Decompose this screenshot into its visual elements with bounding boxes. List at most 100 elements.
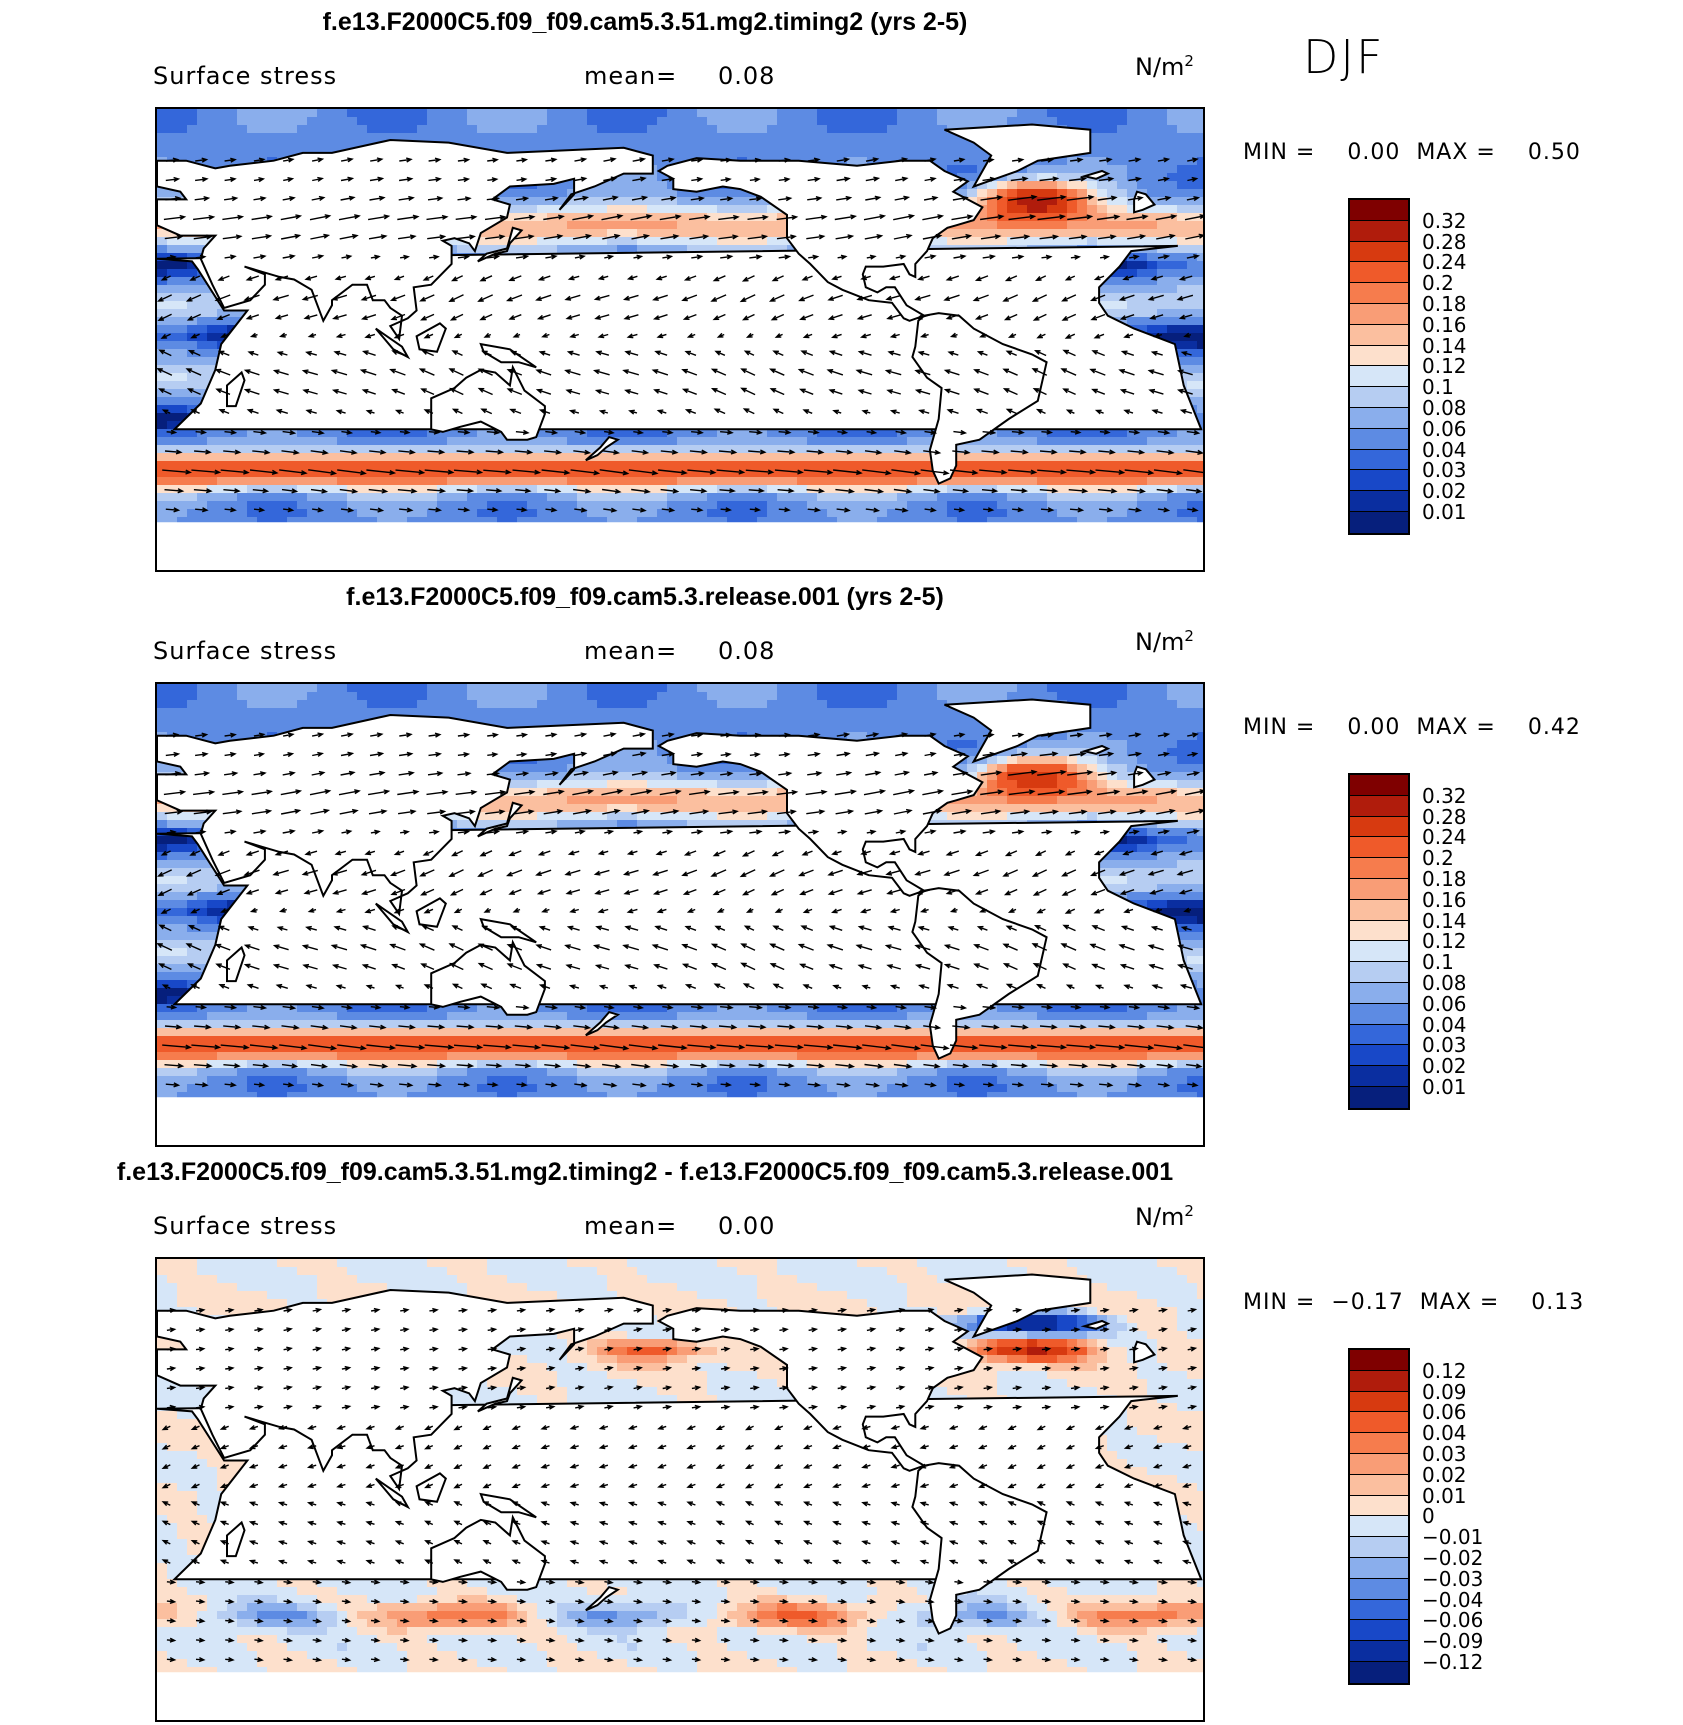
colorbar bbox=[1348, 1348, 1410, 1685]
coastline-madagascar bbox=[226, 370, 246, 408]
stress-vectors bbox=[157, 157, 1203, 513]
colorbar-swatch bbox=[1350, 1641, 1408, 1662]
colorbar-swatch bbox=[1350, 816, 1408, 838]
colorbar-swatch bbox=[1350, 1066, 1408, 1087]
colorbar-swatch bbox=[1350, 345, 1408, 367]
map-plot bbox=[155, 682, 1205, 1147]
min-value: 0.00 bbox=[1347, 140, 1400, 165]
panel-2: f.e13.F2000C5.f09_f09.cam5.3.release.001… bbox=[0, 575, 1683, 1150]
coastline-southamerica bbox=[911, 1462, 1048, 1635]
colorbar-label: −0.04 bbox=[1422, 1590, 1483, 1610]
panel-title: f.e13.F2000C5.f09_f09.cam5.3.51.mg2.timi… bbox=[0, 1158, 1290, 1187]
colorbar-label: 0.02 bbox=[1422, 1056, 1467, 1076]
colorbar-label: −0.02 bbox=[1422, 1548, 1483, 1568]
colorbar-swatch bbox=[1350, 899, 1408, 921]
coastline-iceland bbox=[1080, 744, 1111, 755]
colorbar-label: 0.24 bbox=[1422, 252, 1467, 272]
colorbar-swatch bbox=[1350, 1433, 1408, 1454]
coastline-antarctica bbox=[157, 522, 1203, 570]
map-canvas bbox=[157, 684, 1203, 1145]
colorbar-label: 0.03 bbox=[1422, 460, 1467, 480]
mean-value: 0.08 bbox=[718, 637, 775, 665]
colorbar-label: 0.18 bbox=[1422, 869, 1467, 889]
colorbar-label: 0.28 bbox=[1422, 232, 1467, 252]
map-plot bbox=[155, 107, 1205, 572]
colorbar-swatch bbox=[1350, 428, 1408, 450]
colorbar-swatch bbox=[1350, 795, 1408, 817]
colorbar-label: 0.04 bbox=[1422, 1423, 1467, 1443]
colorbar-label: 0.02 bbox=[1422, 1465, 1467, 1485]
coastline-antarctica bbox=[157, 1097, 1203, 1145]
colorbar-swatch bbox=[1350, 1003, 1408, 1025]
units-label: N/m2 bbox=[1135, 627, 1194, 656]
colorbar-swatch bbox=[1350, 1045, 1408, 1067]
colorbar-swatch bbox=[1350, 366, 1408, 388]
colorbar-swatch bbox=[1350, 1024, 1408, 1046]
colorbar-swatch bbox=[1350, 858, 1408, 879]
panel-title: f.e13.F2000C5.f09_f09.cam5.3.release.001… bbox=[0, 583, 1290, 612]
min-label: MIN = bbox=[1243, 715, 1315, 740]
colorbar-label: 0.16 bbox=[1422, 315, 1467, 335]
colorbar-swatch bbox=[1350, 324, 1408, 346]
colorbar-label: 0.2 bbox=[1422, 273, 1454, 293]
units-label: N/m2 bbox=[1135, 1202, 1194, 1231]
coastline-greenland bbox=[944, 1273, 1092, 1339]
colorbar-label: −0.01 bbox=[1422, 1527, 1483, 1547]
mean-label: mean= bbox=[584, 62, 677, 90]
colorbar-swatch bbox=[1350, 837, 1408, 859]
land-masses bbox=[157, 123, 1203, 570]
max-value: 0.50 bbox=[1528, 140, 1581, 165]
colorbar-label: 0.32 bbox=[1422, 211, 1467, 231]
coastline-nz bbox=[585, 435, 621, 462]
colorbar-swatch bbox=[1350, 283, 1408, 304]
colorbar-label: 0.09 bbox=[1422, 1382, 1467, 1402]
variable-label: Surface stress bbox=[153, 637, 337, 665]
max-value: 0.13 bbox=[1531, 1290, 1584, 1315]
stress-vectors bbox=[161, 1307, 1198, 1663]
min-value: 0.00 bbox=[1347, 715, 1400, 740]
coastline-borneo bbox=[415, 897, 447, 928]
colorbar-swatch bbox=[1350, 1620, 1408, 1642]
season-label: DJF bbox=[1303, 30, 1384, 84]
mean-value: 0.08 bbox=[718, 62, 775, 90]
colorbar-label: 0.14 bbox=[1422, 336, 1467, 356]
colorbar-label: 0.12 bbox=[1422, 1361, 1467, 1381]
coastline-madagascar bbox=[226, 945, 246, 983]
mean-label: mean= bbox=[584, 637, 677, 665]
colorbar-label: 0.03 bbox=[1422, 1444, 1467, 1464]
coastline-iceland bbox=[1080, 1319, 1111, 1330]
colorbar-label: 0.04 bbox=[1422, 1015, 1467, 1035]
map-plot bbox=[155, 1257, 1205, 1722]
panel-title: f.e13.F2000C5.f09_f09.cam5.3.51.mg2.timi… bbox=[0, 8, 1290, 37]
colorbar-swatch bbox=[1350, 982, 1408, 1004]
colorbar-label: −0.06 bbox=[1422, 1610, 1483, 1630]
units-label: N/m2 bbox=[1135, 52, 1194, 81]
map-canvas bbox=[157, 109, 1203, 570]
colorbar-label: 0.2 bbox=[1422, 848, 1454, 868]
max-value: 0.42 bbox=[1528, 715, 1581, 740]
colorbar-swatch bbox=[1350, 920, 1408, 942]
colorbar-swatch bbox=[1350, 775, 1408, 796]
colorbar-label: 0.24 bbox=[1422, 827, 1467, 847]
colorbar-swatch bbox=[1350, 1391, 1408, 1413]
map-canvas bbox=[157, 1259, 1203, 1720]
variable-label: Surface stress bbox=[153, 62, 337, 90]
coastline-greenland bbox=[944, 123, 1092, 189]
colorbar-swatch bbox=[1350, 241, 1408, 263]
colorbar-swatch bbox=[1350, 1599, 1408, 1621]
colorbar-label: 0.12 bbox=[1422, 931, 1467, 951]
coastline-japan bbox=[477, 1376, 524, 1413]
mean-label: mean= bbox=[584, 1212, 677, 1240]
coastline-madagascar bbox=[226, 1520, 246, 1558]
colorbar-swatch bbox=[1350, 262, 1408, 284]
colorbar-label: −0.09 bbox=[1422, 1631, 1483, 1651]
min-max-readout: MIN = −0.17 MAX = 0.13 bbox=[1243, 1290, 1584, 1315]
max-label: MAX = bbox=[1416, 140, 1496, 165]
panel-3: f.e13.F2000C5.f09_f09.cam5.3.51.mg2.timi… bbox=[0, 1150, 1683, 1725]
colorbar-swatch bbox=[1350, 1453, 1408, 1475]
colorbar-swatch bbox=[1350, 1412, 1408, 1434]
colorbar-label: 0.04 bbox=[1422, 440, 1467, 460]
coastline-borneo bbox=[415, 1472, 447, 1503]
colorbar-swatch bbox=[1350, 1495, 1408, 1517]
colorbar-label: 0 bbox=[1422, 1506, 1435, 1526]
